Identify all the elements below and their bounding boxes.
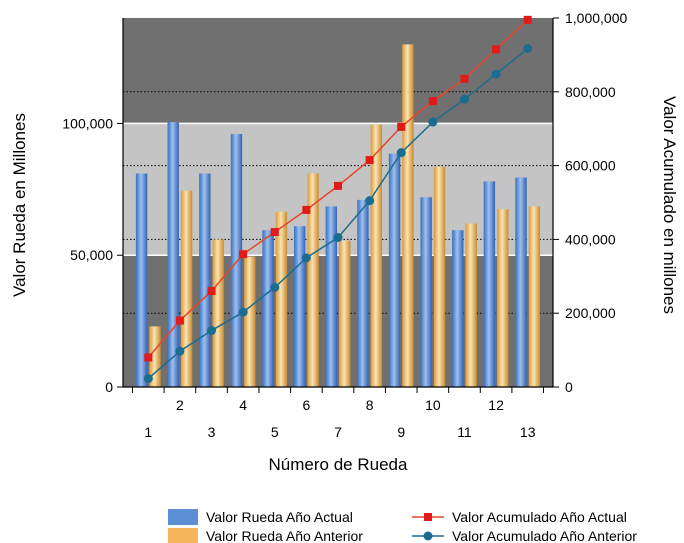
x-tick-label: 9 [397, 424, 405, 440]
y-right-tick-label: 200,000 [565, 305, 616, 321]
y-right-tick-label: 600,000 [565, 158, 616, 174]
bar [199, 173, 211, 387]
line-point-circle [396, 148, 406, 158]
bar [357, 199, 369, 387]
y-left-tick-label: 50,000 [70, 247, 113, 263]
legend-marker-circle [423, 531, 433, 541]
bar [465, 223, 477, 387]
bar [262, 230, 274, 387]
y-right-tick-label: 1,000,000 [565, 10, 627, 26]
legend-label: Valor Rueda Año Actual [206, 509, 353, 525]
y-left-tick-label: 0 [105, 379, 113, 395]
line-point-square [428, 97, 437, 106]
line-point-circle [207, 326, 217, 336]
line-point-square [365, 156, 374, 165]
bar [433, 166, 446, 387]
line-point-square [175, 316, 184, 325]
bar [515, 177, 527, 387]
bar [325, 206, 337, 387]
x-tick-label: 8 [366, 397, 374, 413]
x-tick-label: 12 [488, 397, 504, 413]
legend-swatch-blue [168, 509, 198, 525]
legend: Valor Rueda Año Actual Valor Rueda Año A… [168, 509, 637, 543]
line-point-square [397, 122, 406, 131]
bar [212, 239, 224, 387]
bar [230, 133, 243, 387]
bar [149, 326, 161, 387]
y-left-tick-label: 100,000 [62, 115, 113, 131]
bar [275, 211, 288, 387]
legend-swatch-orange [168, 528, 198, 543]
line-point-square [144, 353, 153, 362]
line-point-square [523, 15, 532, 24]
y-right-tick-label: 800,000 [565, 84, 616, 100]
lines-group [143, 15, 533, 384]
bar [307, 173, 319, 387]
bar [402, 44, 414, 387]
y-axis-left-title: Valor Rueda en Millones [10, 113, 29, 297]
bar [483, 181, 496, 387]
x-tick-label: 6 [302, 397, 310, 413]
legend-item-line-current: Valor Acumulado Año Actual [412, 509, 627, 525]
legend-label: Valor Acumulado Año Actual [452, 509, 627, 525]
bar [294, 226, 306, 387]
line-point-circle [365, 196, 375, 206]
x-axis-title: Número de Rueda [269, 455, 408, 474]
axes-group: 0 50,000 100,000 0 200,000 400,000 600,000 800,… [62, 10, 627, 440]
line-point-square [492, 45, 501, 54]
bar [452, 230, 464, 387]
legend-marker-square [424, 513, 432, 521]
bar [528, 206, 541, 387]
line-point-circle [143, 374, 153, 384]
bar [388, 153, 401, 387]
line-point-circle [523, 44, 533, 54]
bar [180, 190, 193, 387]
legend-item-bar-current: Valor Rueda Año Actual [168, 509, 353, 525]
line-point-square [302, 205, 311, 214]
line-point-circle [459, 94, 469, 104]
line-point-square [334, 181, 342, 190]
x-tick-label: 4 [239, 397, 247, 413]
bars-group [135, 44, 541, 387]
line-point-circle [175, 346, 185, 356]
bar [167, 122, 179, 387]
line-point-circle [428, 117, 438, 127]
y-right-tick-label: 400,000 [565, 231, 616, 247]
line-point-square [207, 287, 216, 296]
line-point-circle [301, 253, 311, 263]
x-tick-label: 13 [520, 424, 536, 440]
legend-item-line-previous: Valor Acumulado Año Anterior [412, 528, 637, 543]
bar [135, 173, 148, 387]
line-point-square [460, 74, 469, 83]
line-point-circle [333, 233, 343, 243]
legend-item-bar-previous: Valor Rueda Año Anterior [168, 528, 363, 543]
x-tick-label: 3 [208, 424, 216, 440]
x-tick-label: 11 [457, 424, 472, 440]
x-tick-label: 2 [176, 397, 184, 413]
bar [420, 197, 432, 387]
bar [497, 209, 509, 387]
line-point-circle [238, 307, 248, 317]
bar [370, 124, 382, 387]
legend-label: Valor Acumulado Año Anterior [452, 528, 637, 543]
x-tick-label: 5 [271, 424, 279, 440]
y-axis-right-title: Valor Acumulado en millones [660, 96, 679, 314]
line-point-square [239, 250, 248, 259]
x-tick-label: 1 [144, 424, 152, 440]
line-point-circle [270, 282, 280, 292]
line-point-square [270, 228, 279, 237]
bar [244, 256, 256, 387]
legend-label: Valor Rueda Año Anterior [206, 528, 363, 543]
y-right-tick-label: 0 [565, 379, 573, 395]
x-tick-label: 7 [334, 424, 342, 440]
line-point-circle [491, 69, 501, 79]
bar [339, 240, 351, 387]
x-tick-label: 10 [425, 397, 441, 413]
